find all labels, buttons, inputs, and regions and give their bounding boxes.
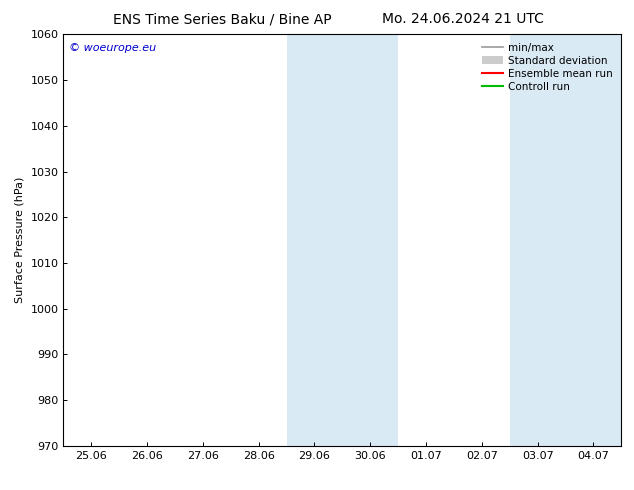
Text: © woeurope.eu: © woeurope.eu xyxy=(69,43,156,52)
Bar xyxy=(287,34,398,446)
Text: ENS Time Series Baku / Bine AP: ENS Time Series Baku / Bine AP xyxy=(113,12,331,26)
Text: Mo. 24.06.2024 21 UTC: Mo. 24.06.2024 21 UTC xyxy=(382,12,544,26)
Bar xyxy=(510,34,621,446)
Legend: min/max, Standard deviation, Ensemble mean run, Controll run: min/max, Standard deviation, Ensemble me… xyxy=(479,40,616,95)
Y-axis label: Surface Pressure (hPa): Surface Pressure (hPa) xyxy=(15,177,25,303)
